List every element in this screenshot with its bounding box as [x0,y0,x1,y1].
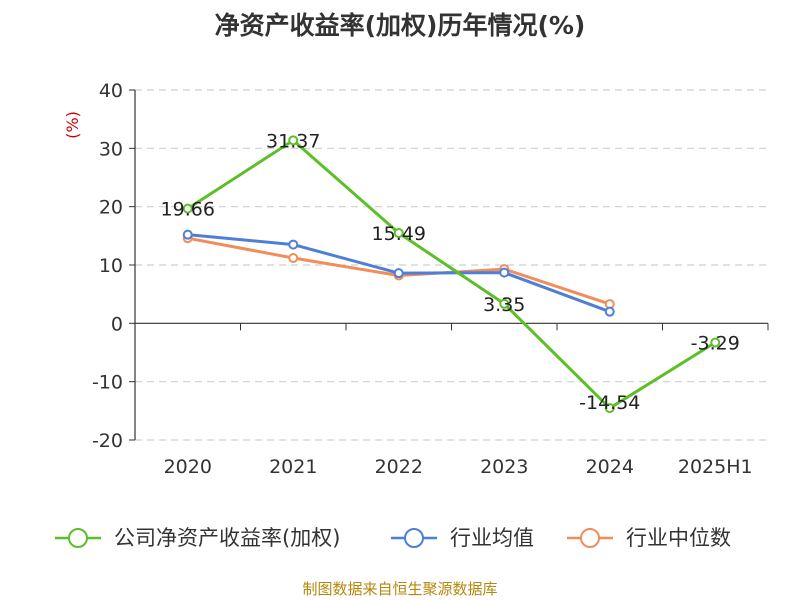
data-point [604,403,615,414]
y-tick-label: 30 [99,138,123,160]
series-points [182,135,721,414]
legend-marker [580,528,600,548]
chart-title: 净资产收益率(加权)历年情况(%) [215,11,586,40]
data-point [288,253,299,263]
legend-label: 公司净资产收益率(加权) [114,526,340,550]
legend-marker [68,528,88,548]
data-label: 15.49 [372,223,426,245]
x-tick-label: 2022 [375,456,423,478]
y-axis-ticks: 40 30 20 10 0 -10 -20 [92,80,135,452]
legend-label: 行业中位数 [626,526,731,550]
y-tick-label: 20 [99,197,123,219]
x-tick-label: 2020 [164,456,212,478]
data-label: 31.37 [266,130,320,152]
y-axis-unit: (%) [63,111,82,139]
x-tick-label: 2025H1 [678,456,753,478]
data-point [288,135,299,146]
series-line [186,138,717,410]
x-tick-label: 2024 [586,456,634,478]
legend-label: 行业均值 [450,526,534,550]
data-point [182,203,193,214]
x-tick-label: 2023 [480,456,528,478]
data-point [499,298,510,309]
data-point [499,267,510,278]
y-tick-label: -20 [92,430,123,452]
y-tick-label: 40 [99,80,123,102]
data-point [393,268,404,279]
legend: 公司净资产收益率(加权) 行业均值 行业中位数 [55,526,731,550]
data-label: 19.66 [161,199,215,221]
data-labels: 19.66 31.37 15.49 3.35 -14.54 -3.29 [161,130,740,414]
source-note: 制图数据来自恒生聚源数据库 [302,580,497,598]
y-tick-label: -10 [92,372,123,394]
data-point [288,239,299,250]
y-tick-label: 0 [111,313,123,335]
data-point [182,229,193,240]
legend-marker [404,528,424,548]
data-point [710,337,721,348]
data-label: -14.54 [579,392,640,414]
data-point [393,227,404,238]
y-tick-label: 10 [99,255,123,277]
x-axis-ticks: 2020 2021 2022 2023 2024 2025H1 [134,323,769,478]
gridlines [135,89,768,441]
data-label: 3.35 [483,294,525,316]
series-lines [186,138,717,410]
data-point [604,306,615,317]
data-label: -3.29 [691,333,740,355]
x-tick-label: 2021 [269,456,317,478]
